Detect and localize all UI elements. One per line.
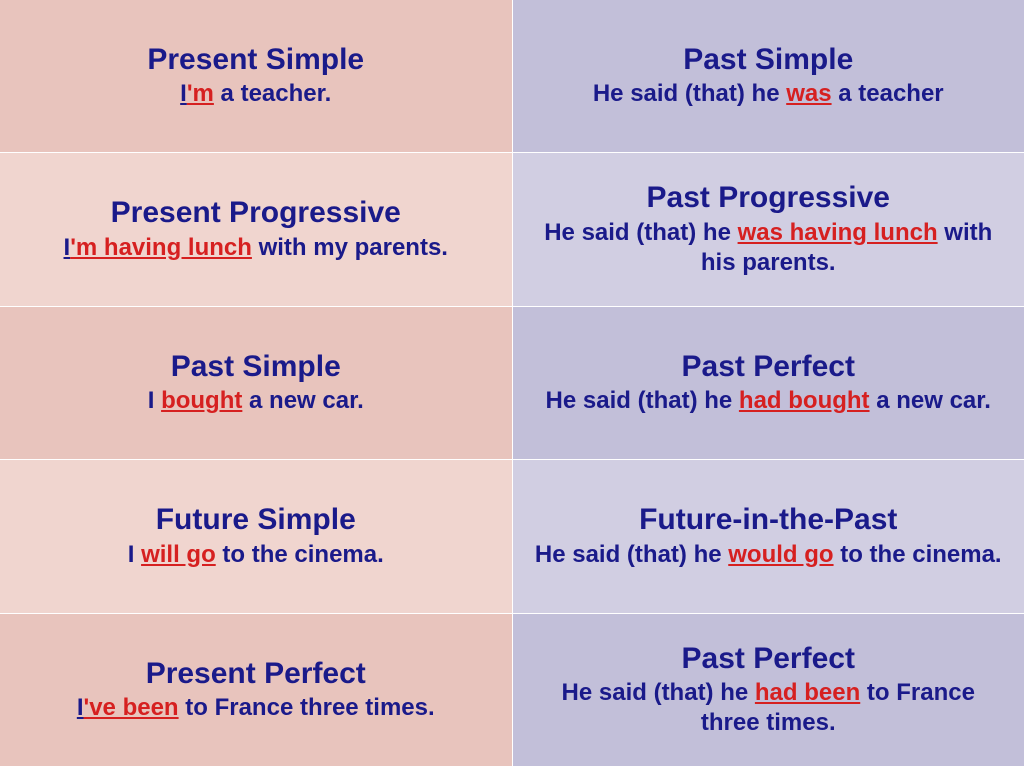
cell-reported-speech: Future-in-the-Past He said (that) he wou… (513, 460, 1024, 612)
table-row: Past Simple I bought a new car. Past Per… (0, 307, 1024, 460)
tense-title: Past Simple (683, 43, 853, 78)
table-row: Future Simple I will go to the cinema. F… (0, 460, 1024, 613)
example-sentence: I'm a teacher. (180, 79, 331, 109)
example-sentence: He said (that) he was a teacher (593, 79, 944, 109)
cell-reported-speech: Past Perfect He said (that) he had been … (513, 614, 1024, 766)
table-row: Present Simple I'm a teacher. Past Simpl… (0, 0, 1024, 153)
example-sentence: I'm having lunch with my parents. (64, 233, 448, 263)
example-sentence: I bought a new car. (148, 386, 364, 416)
tense-title: Present Progressive (111, 196, 401, 231)
table-row: Present Perfect I've been to France thre… (0, 614, 1024, 767)
tense-title: Present Simple (147, 43, 364, 78)
cell-direct-speech: Present Simple I'm a teacher. (0, 0, 513, 152)
cell-direct-speech: Past Simple I bought a new car. (0, 307, 513, 459)
tense-title: Present Perfect (146, 657, 366, 692)
tense-title: Past Progressive (647, 181, 890, 216)
cell-direct-speech: Present Progressive I'm having lunch wit… (0, 153, 513, 305)
example-sentence: He said (that) he had bought a new car. (546, 386, 991, 416)
example-sentence: I will go to the cinema. (128, 540, 384, 570)
cell-direct-speech: Present Perfect I've been to France thre… (0, 614, 513, 766)
cell-direct-speech: Future Simple I will go to the cinema. (0, 460, 513, 612)
cell-reported-speech: Past Progressive He said (that) he was h… (513, 153, 1024, 305)
example-sentence: I've been to France three times. (77, 693, 435, 723)
cell-reported-speech: Past Perfect He said (that) he had bough… (513, 307, 1024, 459)
tense-title: Future-in-the-Past (639, 503, 897, 538)
tense-title: Past Simple (171, 350, 341, 385)
cell-reported-speech: Past Simple He said (that) he was a teac… (513, 0, 1024, 152)
tense-title: Future Simple (156, 503, 356, 538)
example-sentence: He said (that) he would go to the cinema… (535, 540, 1002, 570)
example-sentence: He said (that) he was having lunch with … (531, 218, 1007, 278)
tense-title: Past Perfect (682, 642, 855, 677)
tense-title: Past Perfect (682, 350, 855, 385)
table-row: Present Progressive I'm having lunch wit… (0, 153, 1024, 306)
example-sentence: He said (that) he had been to France thr… (531, 678, 1007, 738)
